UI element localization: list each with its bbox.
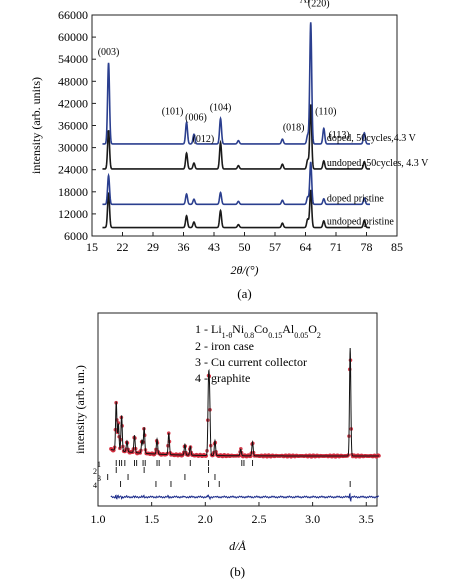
legend-subscript: 1-θ (222, 331, 233, 340)
series-label-doped-pristine: doped pristine (327, 193, 384, 204)
y-tick-label-12000: 12000 (58, 207, 88, 221)
panel-b-y-axis-label: intensity (arb. un.) (73, 365, 87, 454)
panel-b-x-axis-label: d/Å (229, 539, 246, 553)
x-tick-label-57: 57 (269, 240, 281, 254)
series-line-doped-pristine (102, 161, 370, 206)
x-tick-label-50: 50 (239, 240, 251, 254)
peak-annotation-101: (101) (162, 107, 184, 118)
series-line-undoped-pristine (102, 189, 370, 229)
legend-text: Li (211, 322, 222, 336)
reflection-row-label-2: 2 (93, 467, 97, 476)
y-tick-label-18000: 18000 (58, 185, 88, 199)
series-label-undoped-pristine: undoped pristine (327, 217, 394, 228)
reflection-row-label-3: 3 (97, 474, 101, 483)
b-x-tick-label-1-5: 1.5 (144, 512, 159, 526)
x-tick-label-29: 29 (147, 240, 159, 254)
reflection-row-label-4: 4 (93, 481, 97, 490)
panel-a-x-axis-label: 2θ/(°) (230, 263, 258, 277)
legend-subscript: 2 (317, 331, 321, 340)
y-tick-label-30000: 30000 (58, 141, 88, 155)
b-x-tick-label-3-0: 3.0 (305, 512, 320, 526)
y-tick-label-42000: 42000 (58, 96, 88, 110)
peak-annotation-006: (006) (185, 112, 207, 123)
legend-text: Ni (232, 322, 245, 336)
legend-subscript: 0.15 (268, 331, 282, 340)
x-tick-label-43: 43 (208, 240, 220, 254)
legend-text: Co (254, 322, 268, 336)
panel-b-difference-curve (110, 492, 380, 503)
x-tick-label-36: 36 (178, 240, 190, 254)
panel-a: 15 22 29 36 43 50 57 64 71 78 85 6000 12000 18000 240… (29, 0, 429, 301)
peak-annotation-104: (104) (210, 103, 232, 114)
panel-b-calculated-line (110, 347, 380, 457)
panel-a-annotations: (003) (101)(006) (012) (104) (018) Al(220) (11… (98, 0, 350, 145)
legend-entry-3: 3 - Cu current collector (195, 355, 307, 369)
panel-a-x-ticks: 15 22 29 36 43 50 57 64 71 78 85 (86, 232, 403, 254)
calculated-profile (110, 347, 380, 457)
y-tick-label-66000: 66000 (58, 8, 88, 22)
b-x-tick-label-2-0: 2.0 (198, 512, 213, 526)
panel-a-y-axis-label: intensity (arb. units) (29, 77, 43, 174)
peak-annotation-113: (113) (328, 130, 349, 141)
legend-entry-1: 1 - Li1-θNi0.8Co0.15Al0.05O2 (195, 322, 321, 340)
panel-a-label: (a) (237, 286, 251, 301)
y-tick-label-6000: 6000 (64, 229, 88, 243)
y-tick-label-24000: 24000 (58, 163, 88, 177)
series-label-undoped-50cycles-4-3-v: undoped, 50cycles, 4.3 V (327, 158, 429, 169)
difference-line (110, 492, 380, 503)
x-tick-label-85: 85 (391, 240, 403, 254)
peak-annotation-012: (012) (193, 134, 215, 145)
panel-a-series-labels: undoped pristine doped pristine undoped, 5… (327, 133, 429, 228)
x-tick-label-71: 71 (330, 240, 342, 254)
legend-text: O (308, 322, 317, 336)
y-tick-label-48000: 48000 (58, 74, 88, 88)
y-tick-label-60000: 60000 (58, 30, 88, 44)
peak-annotation-220: (220) (308, 0, 330, 9)
x-tick-label-64: 64 (300, 240, 312, 254)
peak-annotation-110: (110) (315, 106, 336, 117)
panel-b-label: (b) (230, 564, 245, 579)
panel-b-x-ticks: 1.0 1.5 2.0 2.5 3.0 3.5 (91, 502, 374, 526)
legend-entry-2: 2 - iron case (195, 339, 254, 353)
y-tick-label-54000: 54000 (58, 52, 88, 66)
legend-subscript: 0.05 (294, 331, 308, 340)
legend-text: 1 - (195, 322, 211, 336)
panel-a-y-ticks: 6000 12000 18000 24000 30000 36000 42000 48000 5… (58, 8, 96, 243)
y-tick-label-36000: 36000 (58, 119, 88, 133)
panel-a-series-group (102, 22, 370, 229)
panel-b-plot-frame (97, 312, 378, 507)
series-line-undoped-50cycles-4-3-v (102, 104, 370, 170)
b-x-tick-label-2-5: 2.5 (251, 512, 266, 526)
series-label-doped-50cycles-4-3-v: doped, 50cycles,4.3 V (327, 133, 417, 144)
peak-annotation-003: (003) (98, 47, 120, 58)
series-line-doped-50cycles-4-3-v (102, 22, 370, 145)
b-x-tick-label-3-5: 3.5 (359, 512, 374, 526)
b-x-tick-label-1-0: 1.0 (91, 512, 106, 526)
legend-subscript: 0.8 (244, 331, 254, 340)
x-tick-label-22: 22 (117, 240, 129, 254)
legend-entry-4: 4 - graphite (195, 371, 250, 385)
peak-annotation-al: Al (300, 0, 310, 5)
x-tick-label-15: 15 (86, 240, 98, 254)
reflection-row-label-1: 1 (97, 460, 101, 469)
peak-annotation-018: (018) (283, 122, 305, 133)
legend-text: Al (282, 322, 295, 336)
x-tick-label-78: 78 (361, 240, 373, 254)
